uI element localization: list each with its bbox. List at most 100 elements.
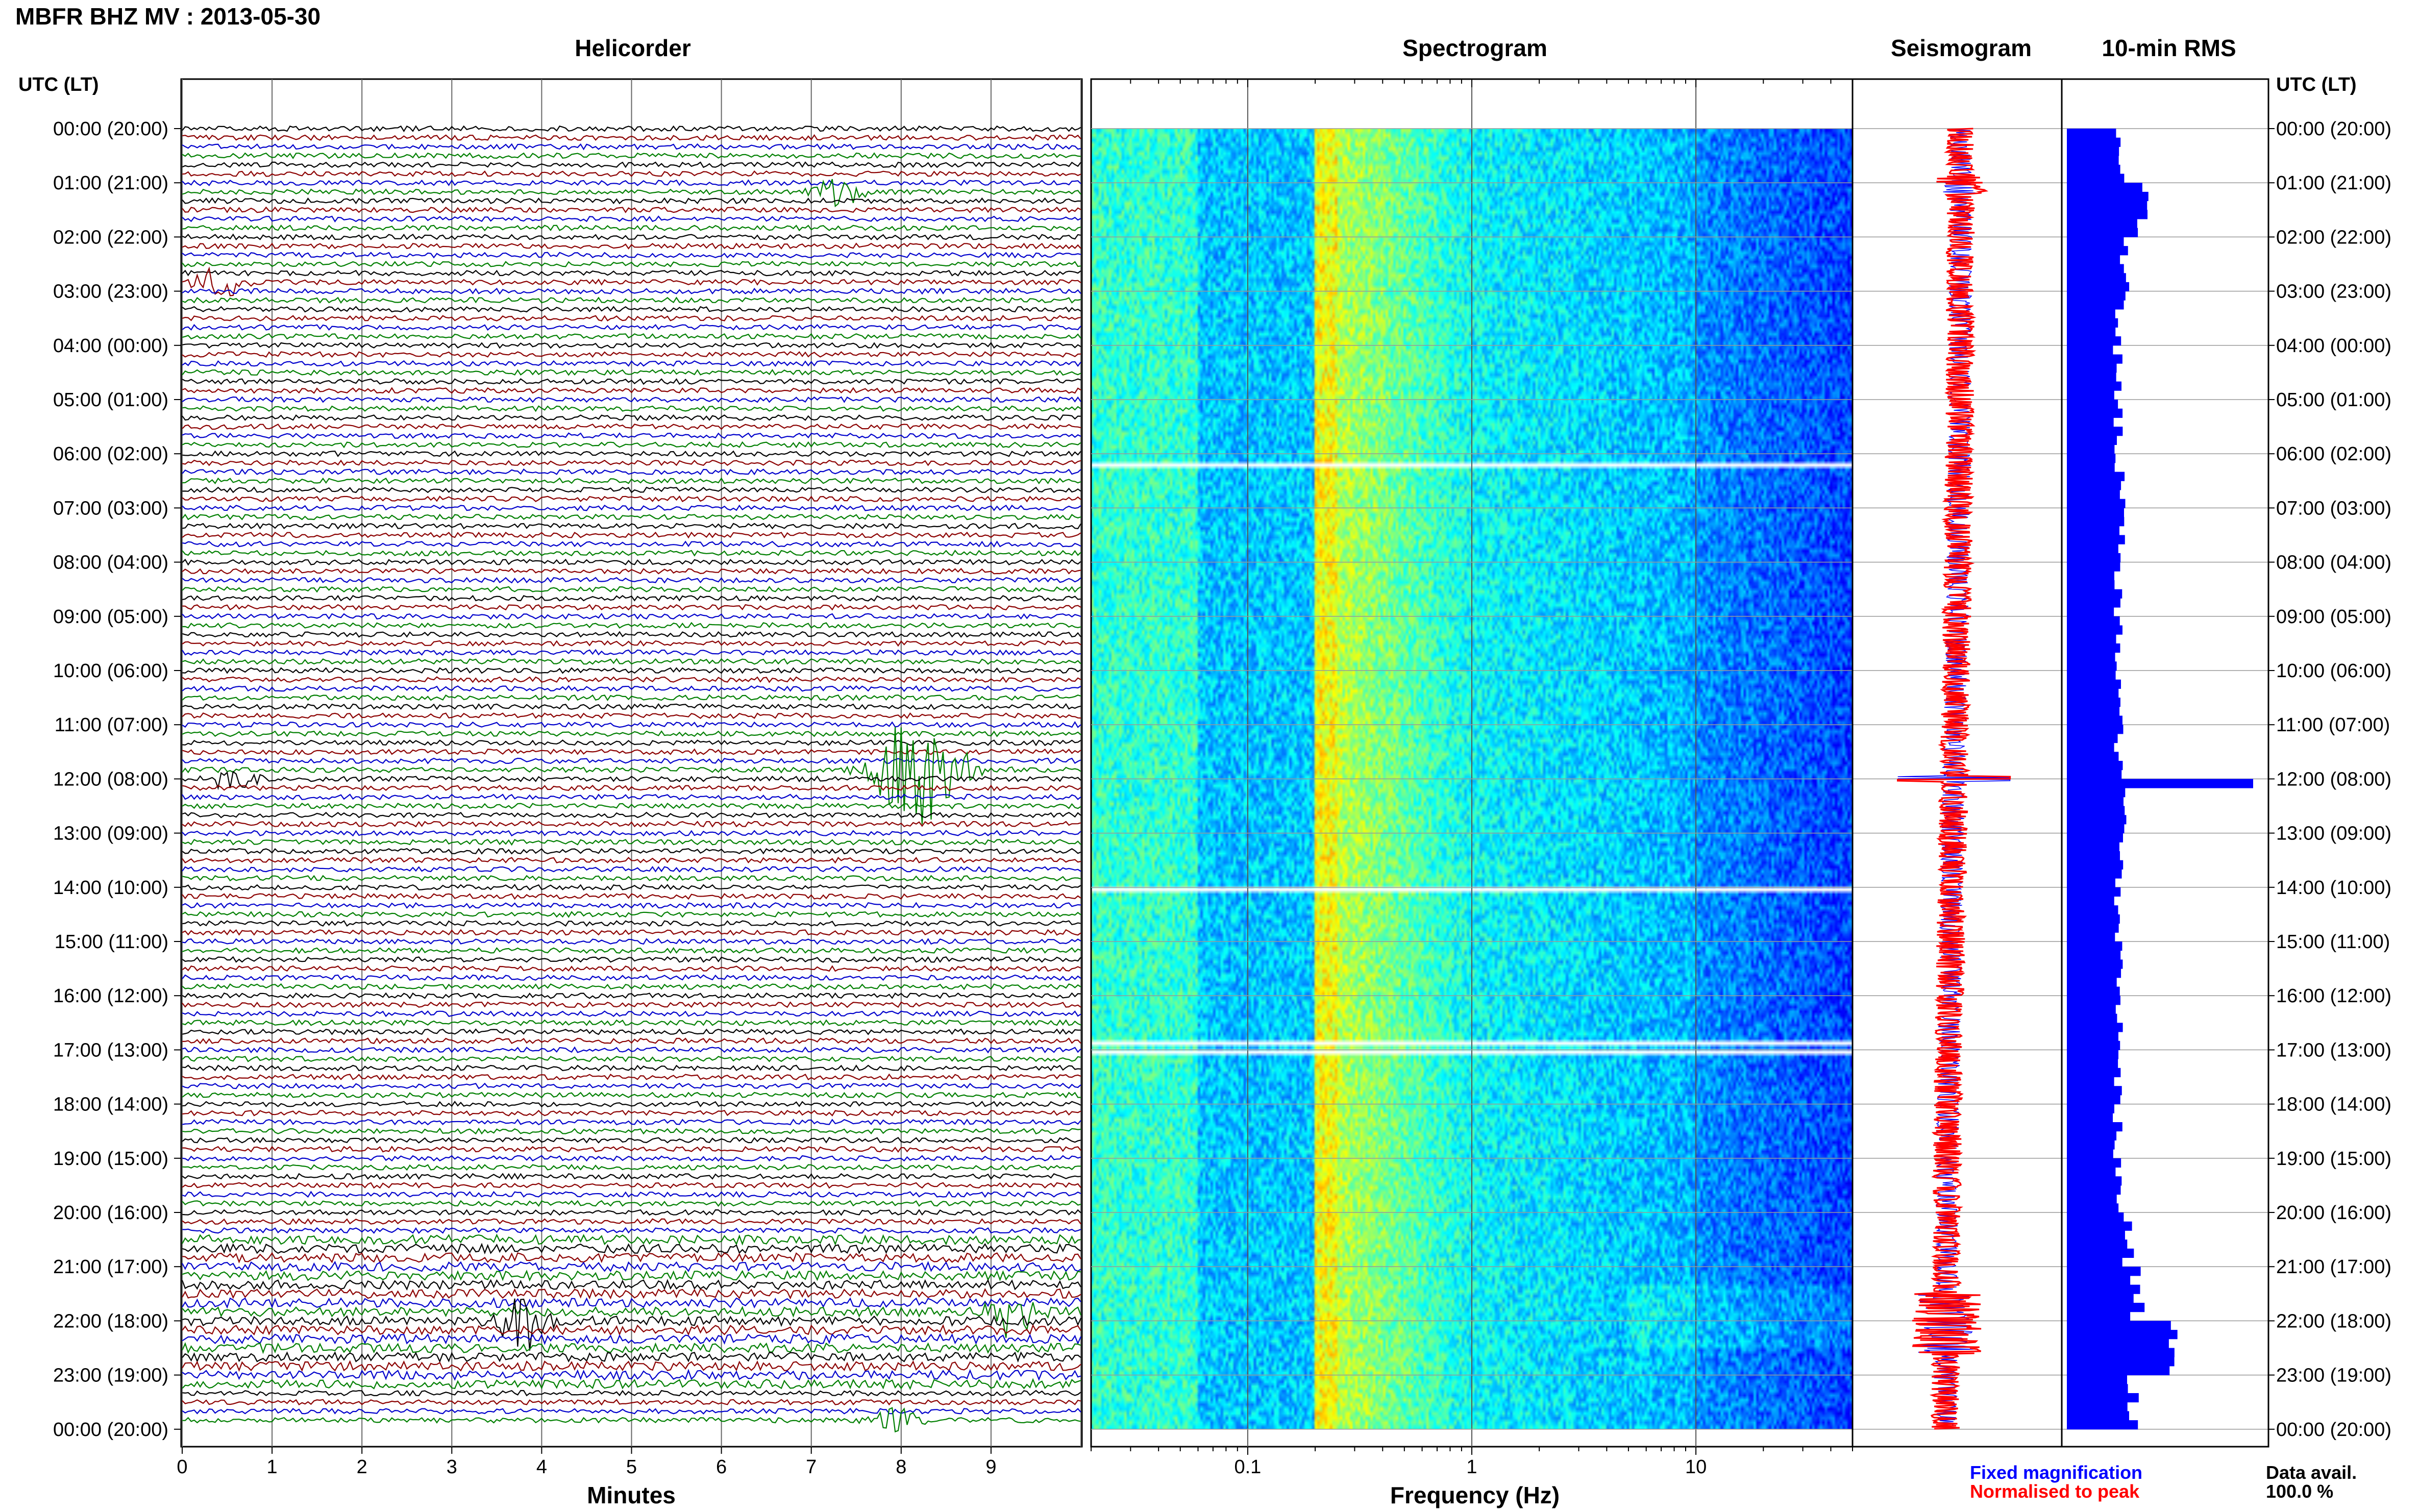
time-label: 03:00 (23:00) xyxy=(53,281,168,303)
helicorder-trace xyxy=(182,739,1081,747)
rms-bar xyxy=(2067,797,2124,806)
rms-bar xyxy=(2067,1040,2120,1050)
helicorder-trace xyxy=(182,125,1081,133)
time-label: 05:00 (01:00) xyxy=(53,389,168,411)
time-label-right: 15:00 (11:00) xyxy=(2276,931,2390,953)
time-label: 23:00 (19:00) xyxy=(53,1365,168,1386)
helicorder-trace xyxy=(182,161,1081,168)
rms-bar xyxy=(2067,733,2118,743)
rms-bar xyxy=(2067,1077,2114,1086)
helicorder-trace xyxy=(182,1378,1081,1391)
rms-bar xyxy=(2067,210,2148,219)
rms-bar xyxy=(2067,1122,2122,1132)
rms-bar xyxy=(2067,562,2120,572)
time-label-right: 20:00 (16:00) xyxy=(2276,1202,2391,1224)
rms-bar xyxy=(2067,1393,2139,1403)
time-label-right: 12:00 (08:00) xyxy=(2276,769,2391,790)
rms-bar xyxy=(2067,273,2126,283)
helicorder-trace xyxy=(182,459,1081,466)
rms-bar xyxy=(2067,1140,2115,1150)
helicorder-trace xyxy=(182,1028,1081,1035)
time-label: 15:00 (11:00) xyxy=(55,931,168,953)
rms-bar xyxy=(2067,1230,2125,1240)
rms-bar xyxy=(2067,923,2119,933)
time-label: 09:00 (05:00) xyxy=(53,606,168,628)
data-availability-value: 100.0 % xyxy=(2266,1481,2333,1502)
rms-bar xyxy=(2067,219,2137,229)
time-label-right: UTC (LT) xyxy=(2276,74,2357,95)
helicorder-trace xyxy=(182,703,1081,710)
rms-bar xyxy=(2067,1422,2134,1429)
rms-bar xyxy=(2067,905,2118,915)
rms-bar xyxy=(2067,255,2120,264)
helicorder-trace xyxy=(182,1191,1081,1198)
rms-bar xyxy=(2067,1348,2175,1357)
helicorder-trace xyxy=(182,1136,1081,1144)
rms-bar xyxy=(2067,381,2122,391)
minute-tick-label: 7 xyxy=(806,1456,817,1478)
helicorder-trace xyxy=(182,865,1081,873)
time-label-right: 22:00 (18:00) xyxy=(2276,1310,2391,1332)
helicorder-trace xyxy=(182,875,1081,882)
helicorder-trace xyxy=(182,1037,1081,1045)
time-label-right: 16:00 (12:00) xyxy=(2276,985,2391,1007)
helicorder-trace xyxy=(182,1109,1081,1117)
rms-bar xyxy=(2067,246,2128,256)
rms-bar xyxy=(2067,228,2138,237)
rms-bar xyxy=(2067,336,2121,346)
rms-bar xyxy=(2067,535,2125,544)
helicorder-trace xyxy=(182,667,1081,674)
helicorder-trace xyxy=(182,396,1081,403)
helicorder-trace xyxy=(182,405,1081,412)
helicorder-trace xyxy=(182,1243,1081,1255)
time-label: 08:00 (04:00) xyxy=(53,552,168,574)
rms-bar xyxy=(2067,1149,2113,1159)
helicorder-trace xyxy=(182,1298,1082,1351)
rms-bar xyxy=(2067,1167,2116,1177)
rms-bar xyxy=(2067,137,2121,147)
time-label-right: 00:00 (20:00) xyxy=(2276,1419,2391,1441)
helicorder-trace xyxy=(182,1407,1081,1433)
rms-bar xyxy=(2067,372,2116,382)
rms-bar xyxy=(2067,156,2119,165)
rms-bar xyxy=(2067,264,2124,274)
helicorder-trace xyxy=(182,1001,1081,1008)
helicorder-trace xyxy=(182,1146,1081,1153)
rms-bar xyxy=(2067,1284,2140,1294)
helicorder-trace xyxy=(182,266,1081,296)
rms-bar xyxy=(2067,679,2121,689)
x-axes: 0 1 2 3 4 5 6 7 8 9 0.1 1 10 xyxy=(177,79,1853,1478)
rms-bar xyxy=(2067,1176,2122,1186)
rms-bar xyxy=(2067,345,2113,355)
minute-tick-label: 1 xyxy=(267,1456,278,1478)
rms-bar xyxy=(2067,1294,2134,1303)
spectrogram-xlabel: Frequency (Hz) xyxy=(1390,1482,1560,1508)
rms-bar xyxy=(2067,887,2121,897)
helicorder-trace xyxy=(182,342,1081,349)
helicorder-trace xyxy=(182,1092,1081,1099)
rms-bar xyxy=(2067,698,2120,707)
rms-bar xyxy=(2067,1004,2116,1014)
rms-bar xyxy=(2067,508,2125,517)
rms-bar xyxy=(2067,815,2127,825)
helicorder-trace xyxy=(182,1360,1081,1372)
helicorder-trace xyxy=(182,306,1081,313)
helicorder-trace xyxy=(182,956,1081,963)
time-label: 18:00 (14:00) xyxy=(53,1094,168,1116)
rms-bar xyxy=(2067,1221,2132,1231)
time-label: 16:00 (12:00) xyxy=(53,985,168,1007)
helicorder-trace xyxy=(182,423,1081,430)
helicorder-trace xyxy=(182,1073,1081,1081)
rms-bar xyxy=(2067,625,2122,635)
time-label: 04:00 (00:00) xyxy=(53,335,168,357)
rms-bar xyxy=(2067,1384,2128,1394)
rms-bar xyxy=(2067,390,2114,400)
rms-bar xyxy=(2067,671,2116,680)
helicorder-trace xyxy=(182,441,1081,449)
helicorder-trace xyxy=(182,242,1081,250)
rms-bar xyxy=(2067,544,2118,554)
rms-bar xyxy=(2067,752,2119,761)
helicorder-trace xyxy=(182,1324,1081,1336)
time-label-left: UTC (LT) xyxy=(18,74,99,95)
helicorder-trace xyxy=(182,197,1081,205)
